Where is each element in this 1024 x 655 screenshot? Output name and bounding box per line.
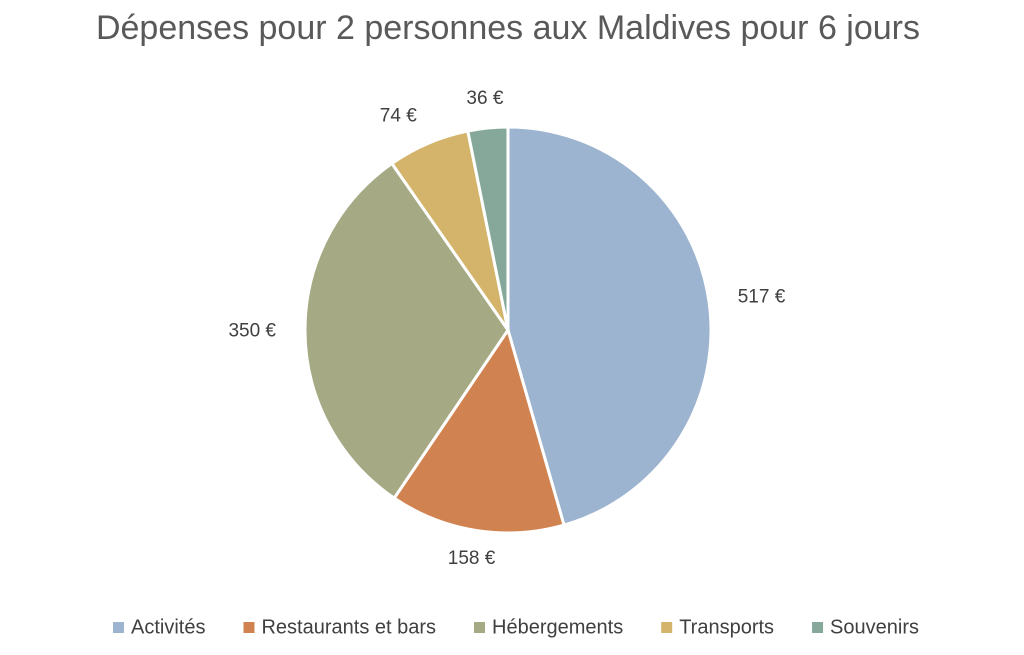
data-label: 517 € xyxy=(738,287,786,308)
legend-label: Activités xyxy=(131,616,205,638)
pie-slice xyxy=(506,125,713,527)
legend-label: Transports xyxy=(679,616,774,638)
legend-label: Hébergements xyxy=(492,616,623,638)
legend-swatch xyxy=(812,622,824,633)
data-label: 74 € xyxy=(380,106,417,127)
legend: Activités Restaurants et bars Hébergements… xyxy=(113,616,919,638)
legend-swatch xyxy=(113,622,125,633)
pie-slice xyxy=(392,326,566,535)
data-label: 36 € xyxy=(466,88,503,109)
legend-swatch xyxy=(661,622,673,633)
legend-swatch xyxy=(243,622,255,633)
legend-swatch xyxy=(474,622,486,633)
pie-slice xyxy=(303,161,510,501)
chart-title: Dépenses pour 2 personnes aux Maldives p… xyxy=(96,9,920,47)
legend-label: Souvenirs xyxy=(830,616,919,638)
pie-slice xyxy=(466,125,510,331)
legend-label: Restaurants et bars xyxy=(261,616,436,638)
data-label: 158 € xyxy=(448,548,496,569)
data-label: 350 € xyxy=(228,321,276,342)
